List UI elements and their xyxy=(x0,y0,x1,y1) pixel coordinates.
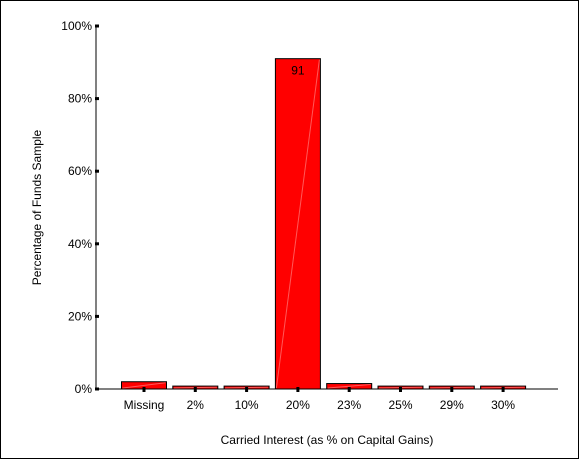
y-axis-title: Percentage of Funds Sample xyxy=(30,129,44,285)
x-category-label: 2% xyxy=(187,398,205,412)
x-category-label: 25% xyxy=(388,398,412,412)
data-labels-group: 91 xyxy=(291,64,305,78)
y-tick-label: 20% xyxy=(68,309,92,323)
bar-4 xyxy=(274,58,321,390)
x-category-label: 29% xyxy=(440,398,464,412)
y-ticks-group: 0% 20% 40% 60% 80% 100% xyxy=(61,19,99,396)
x-category-label: 23% xyxy=(337,398,361,412)
y-tick-label: 40% xyxy=(68,237,92,251)
x-category-label: 30% xyxy=(491,398,515,412)
x-category-label: 10% xyxy=(235,398,259,412)
x-category-label: 20% xyxy=(286,398,310,412)
y-tick-label: 100% xyxy=(61,19,92,33)
bar-highlight xyxy=(122,382,166,389)
bar-data-label: 91 xyxy=(291,64,305,78)
x-category-label: Missing xyxy=(124,398,165,412)
bars-group xyxy=(121,58,527,390)
y-tick-label: 80% xyxy=(68,92,92,106)
y-tick-label: 60% xyxy=(68,164,92,178)
x-ticks-group: Missing 2% 10% 20% 23% 25% 29% 30% xyxy=(124,387,515,412)
bar-highlight xyxy=(327,384,371,389)
x-axis-title: Carried Interest (as % on Capital Gains) xyxy=(221,433,434,447)
y-tick-label: 0% xyxy=(75,382,93,396)
bar-highlight xyxy=(275,59,320,389)
